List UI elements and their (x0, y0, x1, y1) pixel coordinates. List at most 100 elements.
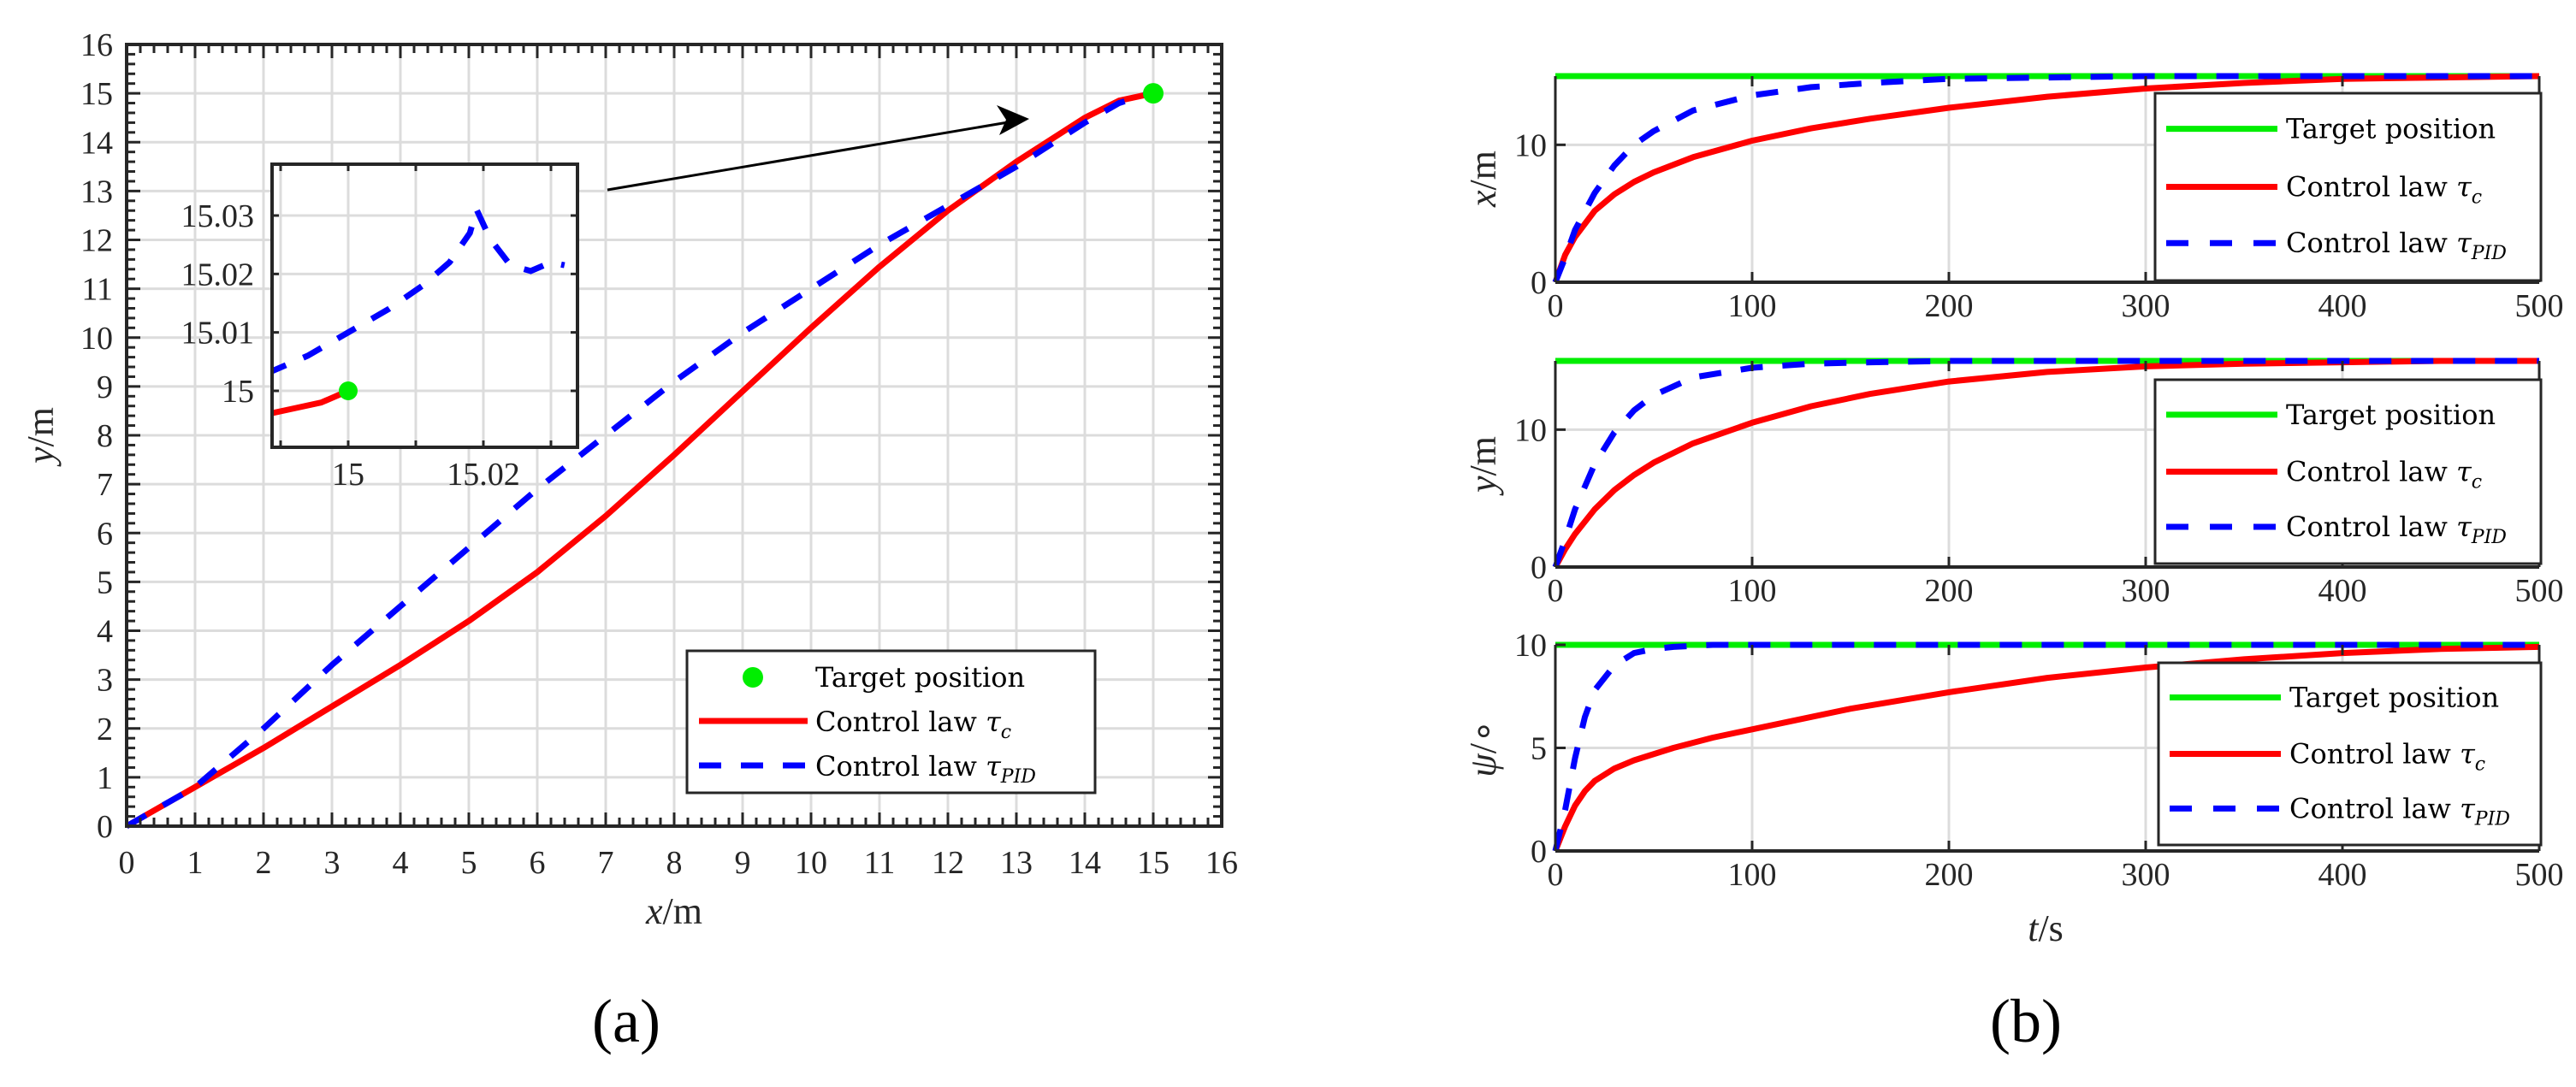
x-tick-label: 5 (461, 845, 477, 881)
x-tick-label: 100 (1728, 573, 1777, 609)
x-tick-label: 400 (2318, 288, 2367, 324)
y-tick-label: 1 (97, 760, 113, 796)
legend-label: Target position (2286, 399, 2496, 431)
y-tick-label: 12 (80, 223, 113, 259)
legend-label: Control law τc (2289, 738, 2485, 776)
panel-label-b: (b) (1990, 987, 2062, 1055)
inset-tau-pid (272, 201, 566, 375)
x-axis-label: x/m (645, 890, 702, 932)
y-tick-label: 10 (1514, 628, 1547, 664)
x-tick-label: 200 (1925, 288, 1974, 324)
subplot-psi-ylabel: ψ/∘ (1462, 719, 1504, 777)
y-tick-label: 0 (97, 809, 113, 845)
legend-label: Target position (2289, 681, 2499, 713)
legend-label: Control law τPID (2286, 227, 2507, 264)
t-axis-label: t/s (2028, 907, 2064, 949)
x-tick-label: 0 (1548, 573, 1564, 609)
legend-label: Control law τc (2286, 456, 2482, 493)
x-tick-label: 9 (735, 845, 751, 881)
legend: Target position Control law τc Control law… (2153, 378, 2543, 565)
y-tick-label: 15 (80, 76, 113, 112)
y-tick-label: 10 (1514, 412, 1547, 448)
inset-y-tick-label: 15 (222, 374, 254, 410)
x-tick-label: 10 (795, 845, 827, 881)
x-tick-label: 500 (2515, 857, 2564, 893)
y-tick-label: 10 (1514, 127, 1547, 163)
tau-pid-line (1552, 641, 2539, 852)
inset-series (272, 201, 566, 416)
panel-label-a: (a) (592, 987, 660, 1055)
x-tick-label: 8 (666, 845, 683, 881)
y-tick-label: 8 (97, 418, 113, 454)
x-tick-label: 0 (1548, 857, 1564, 893)
y-tick-label: 0 (1531, 550, 1547, 586)
tick-labels: 0 1 2 3 4 5 6 7 8 9 10 11 12 13 14 15 160123456789101112… (80, 27, 1238, 881)
y-tick-label: 3 (97, 663, 113, 699)
y-tick-label: 9 (97, 369, 113, 405)
x-tick-label: 200 (1925, 573, 1974, 609)
legend-label: Control law τc (2286, 171, 2482, 209)
legend-tau-pid-label: Control law τPID (815, 750, 1036, 788)
x-tick-label: 13 (1000, 845, 1033, 881)
x-tick-label: 300 (2122, 573, 2170, 609)
subplot-x-ylabel: x/m (1462, 151, 1504, 208)
inset-y-tick-label: 15.02 (181, 257, 255, 292)
y-tick-label: 4 (97, 614, 113, 650)
legend-label: Control law τPID (2289, 792, 2510, 830)
x-tick-label: 500 (2515, 288, 2564, 324)
y-tick-label: 6 (97, 516, 113, 552)
legend: Target position Control law τc Control law… (2157, 661, 2543, 847)
x-tick-label: 11 (864, 845, 896, 881)
x-tick-label: 0 (119, 845, 135, 881)
legend: Target position Control law τc Control l… (685, 649, 1097, 795)
plot-axes (125, 43, 1223, 828)
y-tick-label: 14 (80, 125, 113, 161)
inset-x-tick-label: 15.02 (447, 457, 520, 493)
trajectory-plot: 0 1 2 3 4 5 6 7 8 9 10 11 12 13 14 15 160123456789101112… (20, 27, 1238, 1055)
tau-pid-trajectory (125, 89, 1155, 830)
y-tick-label: 0 (1531, 834, 1547, 870)
x-tick-label: 14 (1069, 845, 1101, 881)
x-tick-label: 300 (2122, 857, 2170, 893)
arrowhead-icon (997, 105, 1029, 135)
inset-y-tick-label: 15.03 (181, 198, 255, 234)
y-tick-label: 5 (97, 564, 113, 600)
y-tick-label: 10 (80, 321, 113, 357)
x-tick-label: 6 (530, 845, 546, 881)
y-tick-label: 13 (80, 174, 113, 210)
subplot-b2: 0 100 200 300 400 500 0 10 Target position Contro… (1514, 357, 2564, 609)
legend-label: Target position (2286, 113, 2496, 145)
x-tick-label: 3 (324, 845, 341, 881)
tau-pid-line (1552, 357, 2539, 569)
x-tick-label: 4 (393, 845, 409, 881)
x-tick-label: 0 (1548, 288, 1564, 324)
x-tick-label: 200 (1925, 857, 1974, 893)
x-tick-label: 1 (187, 845, 204, 881)
x-tick-label: 400 (2318, 857, 2367, 893)
x-tick-label: 300 (2122, 288, 2170, 324)
subplot-b1: 0 100 200 300 400 500 0 10 Target position Contro… (1514, 73, 2564, 324)
x-tick-label: 2 (256, 845, 272, 881)
tau-c-line (1552, 643, 2540, 853)
inset-target-marker (339, 381, 358, 400)
tau-pid-line (1552, 73, 2539, 284)
x-tick-label: 500 (2515, 573, 2564, 609)
inset-tau-c (272, 387, 350, 416)
legend: Target position Control law τc Control law… (2153, 92, 2543, 282)
y-tick-label: 7 (97, 467, 113, 503)
legend-label: Control law τPID (2286, 511, 2507, 548)
tau-c-line (1552, 73, 2540, 284)
legend-tau-c-label: Control law τc (815, 706, 1011, 743)
inset-y-tick-label: 15.01 (181, 316, 255, 352)
y-axis-label: y/m (20, 407, 62, 467)
trajectory-series (125, 83, 1164, 830)
annotation-arrow (607, 116, 1025, 192)
x-tick-label: 100 (1728, 857, 1777, 893)
subplot-y-ylabel: y/m (1462, 436, 1504, 496)
x-tick-label: 16 (1205, 845, 1238, 881)
y-tick-label: 5 (1531, 731, 1547, 767)
y-tick-label: 2 (97, 712, 113, 747)
